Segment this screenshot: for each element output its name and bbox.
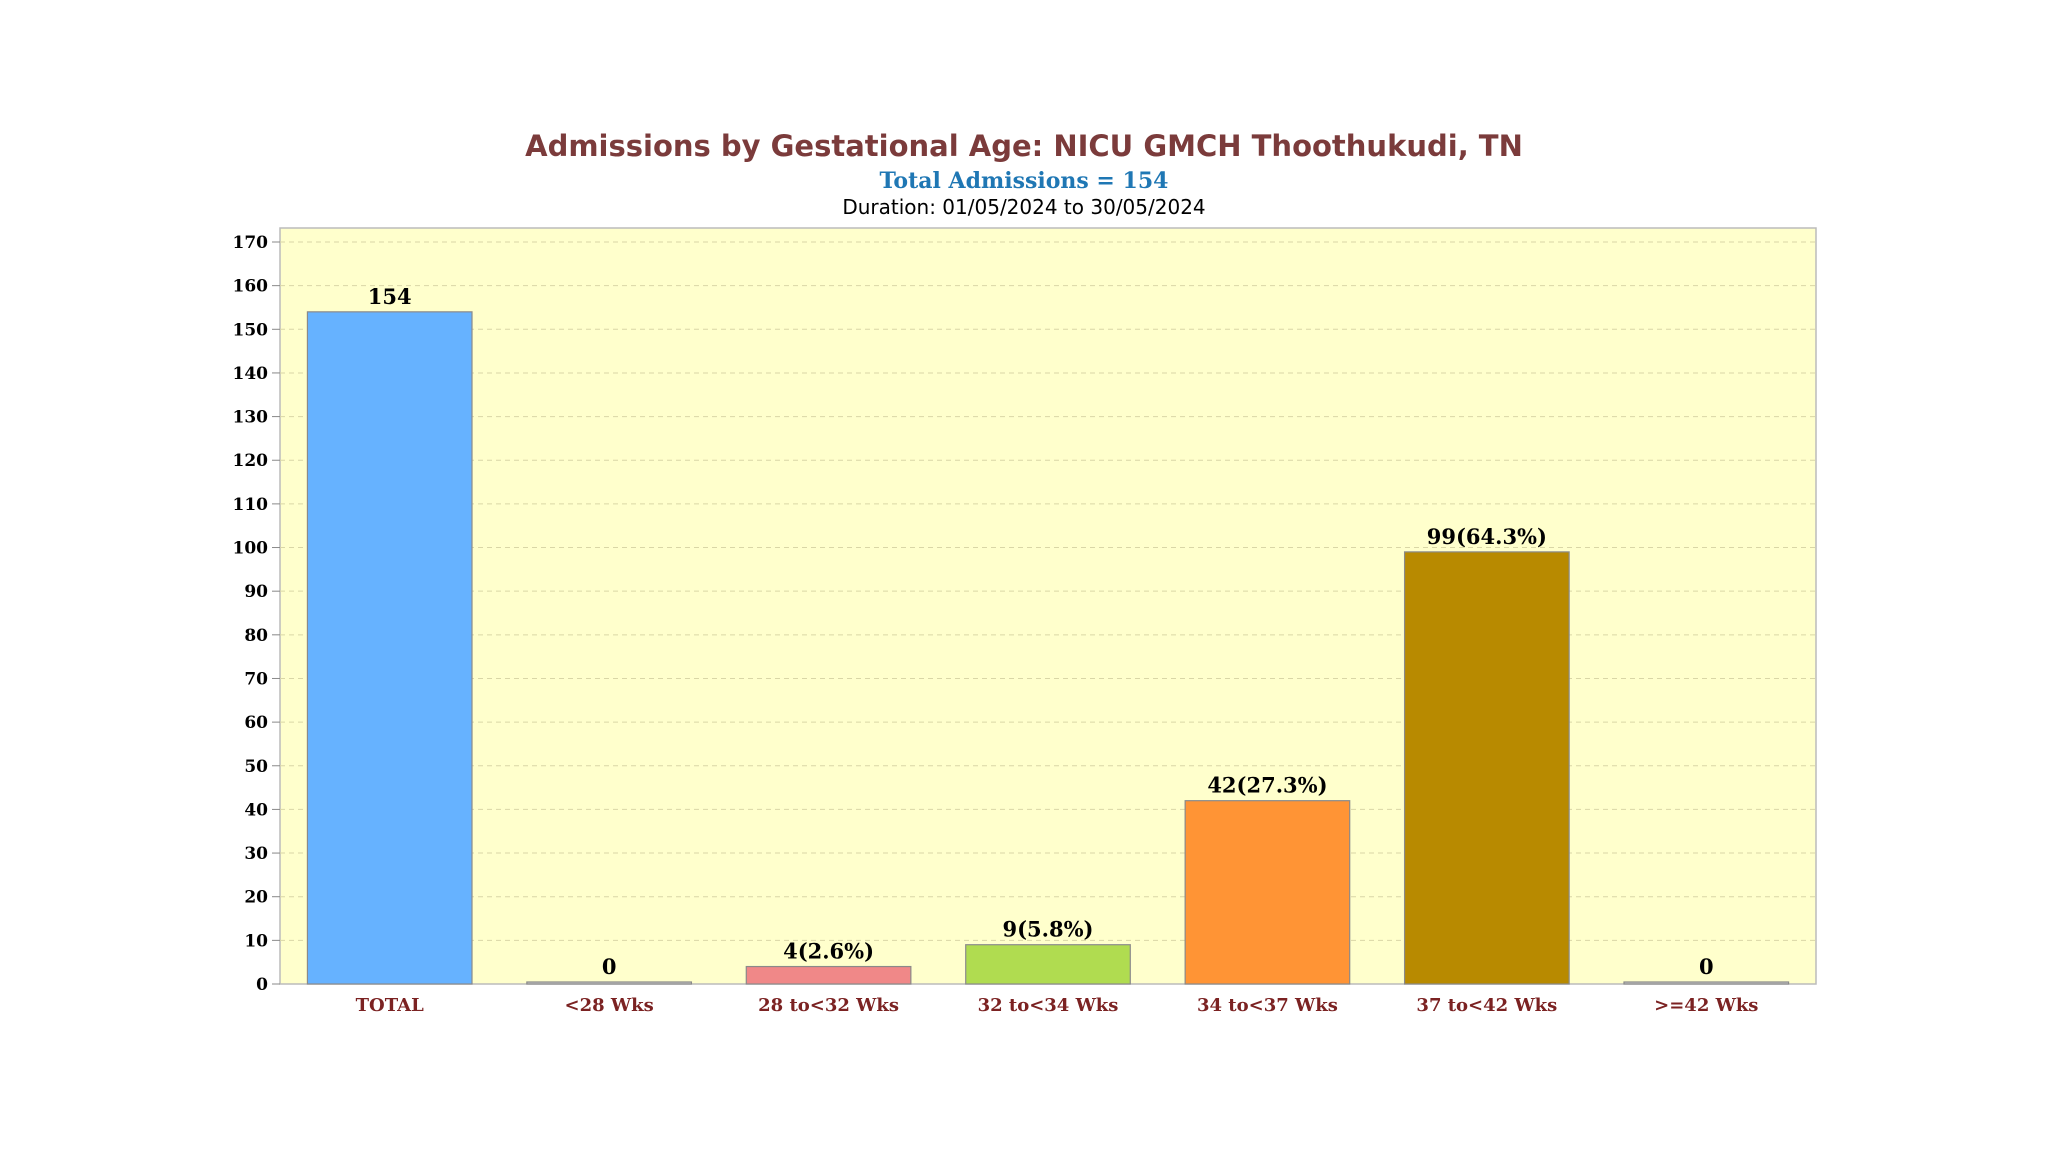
y-axis: 0 10 20 30 40 50 60 70 80 90 100 110 120 130 140 150 160… <box>233 233 280 995</box>
y-tick-label: 150 <box>233 320 269 340</box>
y-tick-label: 40 <box>244 800 268 820</box>
bars <box>306 311 1790 985</box>
x-axis: TOTAL <28 Wks 28 to<32 Wks 32 to<34 Wks 34 t… <box>356 995 1759 1016</box>
x-tick-label: 34 to<37 Wks <box>1197 995 1338 1016</box>
data-label: 42(27.3%) <box>1207 773 1327 798</box>
y-tick-label: 90 <box>244 582 268 602</box>
plot-area <box>279 227 1817 985</box>
y-tick-label: 130 <box>233 408 269 428</box>
y-tick-label: 120 <box>233 451 269 471</box>
bar <box>1623 981 1790 985</box>
bar <box>306 311 473 985</box>
bar <box>1403 551 1570 985</box>
x-tick-label: 37 to<42 Wks <box>1416 995 1557 1016</box>
y-tick-label: 110 <box>233 495 269 515</box>
data-label: 4(2.6%) <box>783 939 874 964</box>
y-tick-label: 160 <box>233 277 269 297</box>
y-tick-label: 30 <box>244 844 268 864</box>
x-tick-label: 28 to<32 Wks <box>758 995 899 1016</box>
chart-title: Admissions by Gestational Age: NICU GMCH… <box>525 129 1523 163</box>
y-tick-label: 20 <box>244 888 268 908</box>
y-tick-label: 100 <box>233 539 269 559</box>
x-tick-label: >=42 Wks <box>1654 995 1758 1016</box>
bar <box>526 981 693 985</box>
chart-duration: Duration: 01/05/2024 to 30/05/2024 <box>842 195 1205 219</box>
x-tick-label: <28 Wks <box>565 995 654 1016</box>
y-tick-label: 80 <box>244 626 268 646</box>
x-tick-label: TOTAL <box>356 995 424 1016</box>
chart-subtitle: Total Admissions = 154 <box>880 168 1169 194</box>
bar <box>1184 800 1351 985</box>
y-tick-label: 10 <box>244 931 268 951</box>
x-tick-label: 32 to<34 Wks <box>978 995 1119 1016</box>
y-tick-label: 0 <box>256 975 268 995</box>
data-label: 9(5.8%) <box>1003 917 1094 942</box>
data-label: 0 <box>1699 954 1714 979</box>
bar <box>745 965 912 985</box>
data-label: 154 <box>368 284 412 309</box>
y-tick-label: 50 <box>244 757 268 777</box>
data-labels: 154 0 4(2.6%) 9(5.8%) 42(27.3%) 99(64.3%) 0 <box>368 284 1714 979</box>
data-label: 0 <box>602 954 617 979</box>
y-tick-label: 70 <box>244 669 268 689</box>
y-tick-label: 140 <box>233 364 269 384</box>
grid-lines <box>280 241 1816 941</box>
data-label: 99(64.3%) <box>1427 524 1547 549</box>
y-tick-label: 170 <box>233 233 269 253</box>
bar <box>965 944 1131 985</box>
y-tick-label: 60 <box>244 713 268 733</box>
